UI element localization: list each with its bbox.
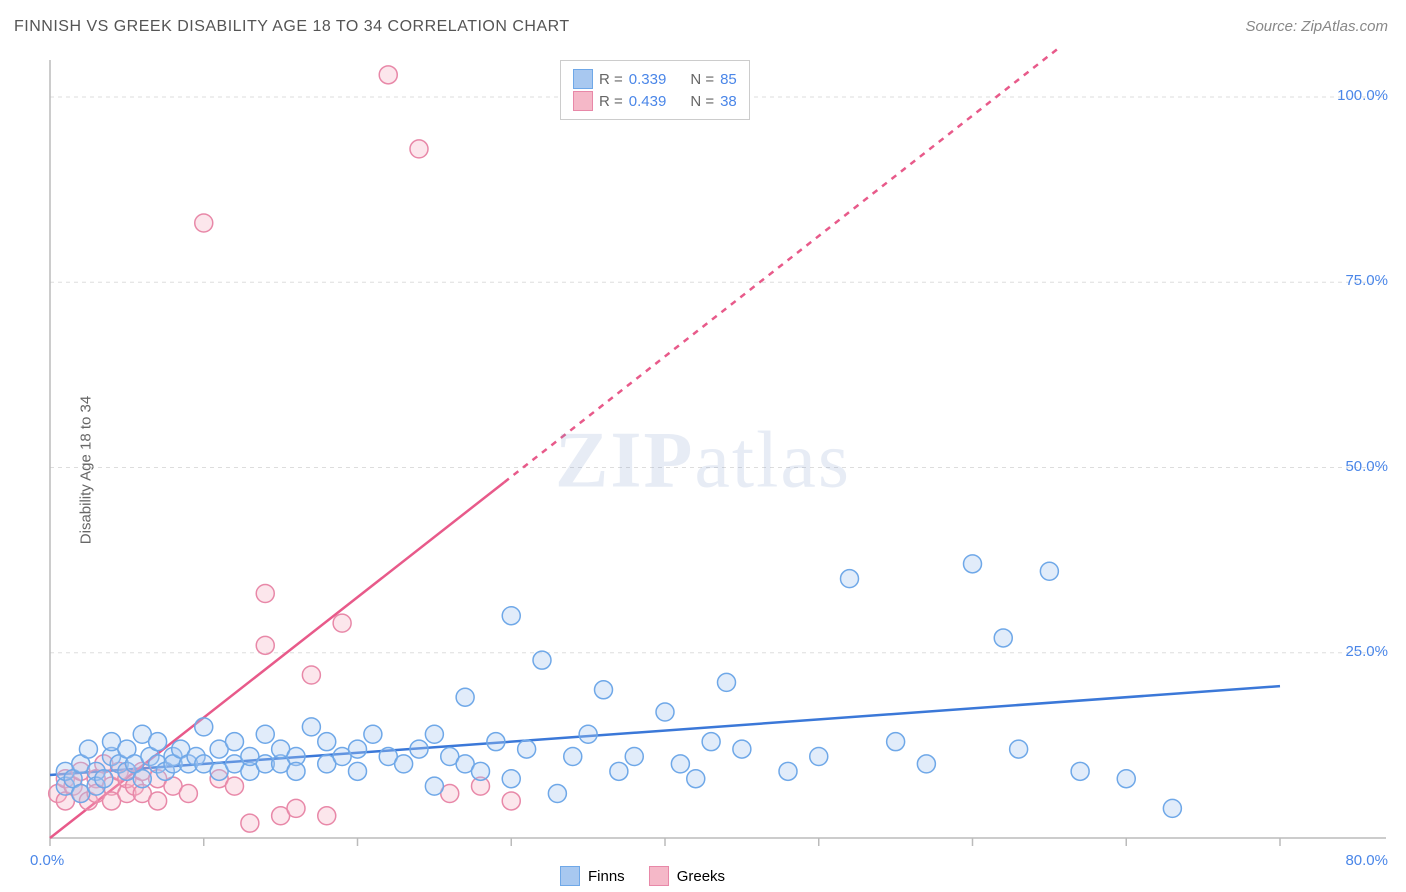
n-value: 38 [720,93,737,110]
scatter-plot-svg [0,48,1406,892]
chart-area: ZIPatlas Disability Age 18 to 34 R = 0.3… [0,48,1406,892]
finns-swatch-icon [560,866,580,886]
chart-title: FINNISH VS GREEK DISABILITY AGE 18 TO 34… [14,18,570,36]
r-value: 0.339 [629,71,667,88]
x-tick-label: 0.0% [30,852,64,869]
finns-swatch-icon [573,69,593,89]
y-tick-label: 25.0% [1345,643,1388,660]
chart-source: Source: ZipAtlas.com [1245,18,1388,35]
r-value: 0.439 [629,93,667,110]
n-value: 85 [720,71,737,88]
legend-label: Greeks [677,868,725,885]
n-label: N = [690,71,714,88]
y-axis-label: Disability Age 18 to 34 [78,396,95,544]
x-tick-label: 80.0% [1345,852,1388,869]
series-legend: Finns Greeks [560,866,725,886]
y-tick-label: 100.0% [1337,87,1388,104]
r-label: R = [599,93,623,110]
chart-header: FINNISH VS GREEK DISABILITY AGE 18 TO 34… [0,0,1406,48]
stats-legend-box: R = 0.339 N = 85 R = 0.439 N = 38 [560,60,750,120]
legend-item-greeks: Greeks [649,866,725,886]
legend-label: Finns [588,868,625,885]
greeks-swatch-icon [649,866,669,886]
r-label: R = [599,71,623,88]
y-tick-label: 50.0% [1345,458,1388,475]
y-tick-label: 75.0% [1345,272,1388,289]
greeks-swatch-icon [573,91,593,111]
stats-legend-row: R = 0.439 N = 38 [573,91,737,111]
legend-item-finns: Finns [560,866,625,886]
stats-legend-row: R = 0.339 N = 85 [573,69,737,89]
n-label: N = [690,93,714,110]
